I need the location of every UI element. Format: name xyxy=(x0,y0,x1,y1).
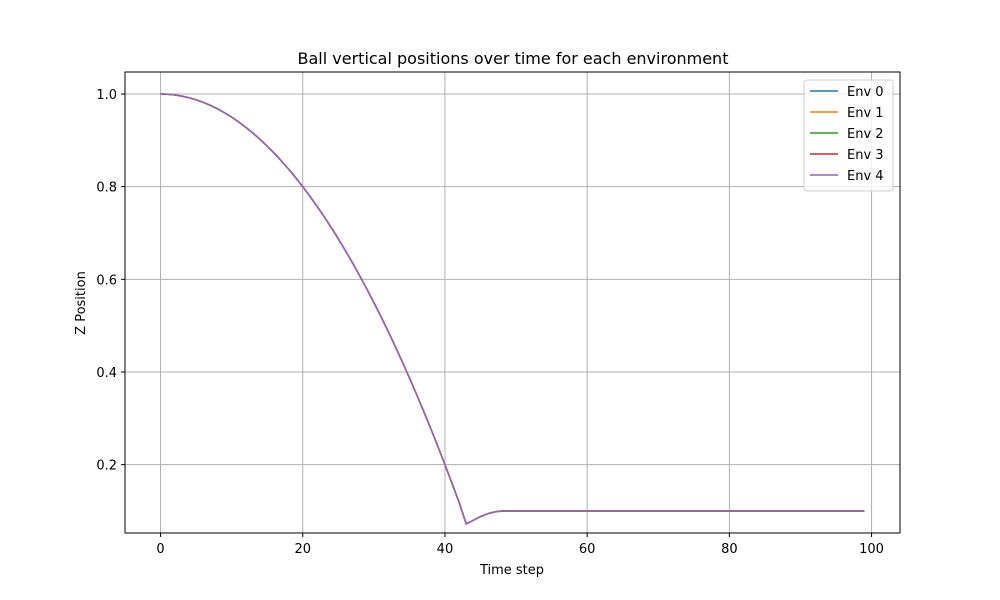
x-axis-label: Time step xyxy=(479,563,544,578)
chart-title: Ball vertical positions over time for ea… xyxy=(298,49,729,68)
series-line-env-2 xyxy=(160,93,865,525)
axis-ticks: 0 20 40 60 80 100 0.2 0.4 0.6 0.8 1.0 xyxy=(96,88,884,557)
x-tick-label: 80 xyxy=(721,542,738,557)
x-tick-label: 40 xyxy=(437,542,454,557)
legend-label: Env 2 xyxy=(847,127,884,142)
legend: Env 0 Env 1 Env 2 Env 3 Env 4 xyxy=(803,79,894,192)
legend-label: Env 0 xyxy=(847,85,884,100)
y-tick-label: 0.8 xyxy=(96,181,117,196)
x-tick-label: 20 xyxy=(294,542,311,557)
y-tick-label: 0.4 xyxy=(96,366,117,381)
series-line-env-0 xyxy=(160,93,865,525)
series-line-env-1 xyxy=(160,93,865,525)
legend-label: Env 4 xyxy=(847,169,884,184)
x-tick-label: 0 xyxy=(156,542,164,557)
y-tick-label: 0.6 xyxy=(96,273,117,288)
series-lines xyxy=(160,93,865,525)
plot-frame xyxy=(124,71,901,534)
legend-label: Env 3 xyxy=(847,148,884,163)
legend-label: Env 1 xyxy=(847,106,884,121)
y-axis-label: Z Position xyxy=(74,271,89,335)
x-tick-label: 60 xyxy=(579,542,596,557)
y-tick-label: 0.2 xyxy=(96,459,117,474)
grid-lines xyxy=(125,72,900,533)
y-tick-label: 1.0 xyxy=(96,88,117,103)
x-tick-label: 100 xyxy=(859,542,884,557)
legend-box xyxy=(803,79,894,192)
series-line-env-3 xyxy=(160,93,865,525)
series-line-env-4 xyxy=(160,93,865,525)
